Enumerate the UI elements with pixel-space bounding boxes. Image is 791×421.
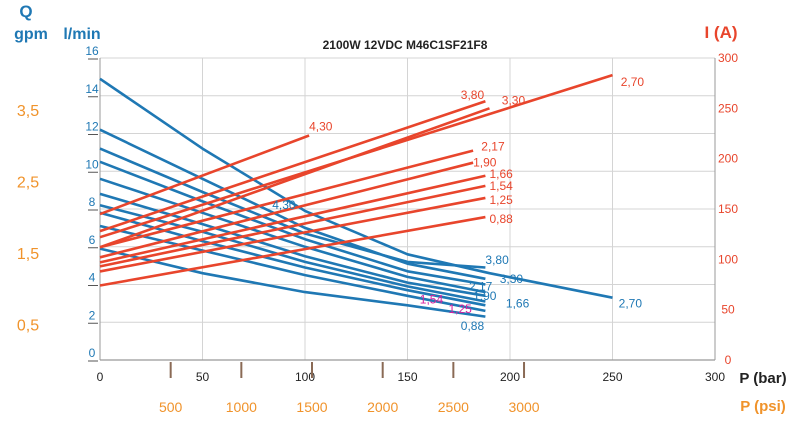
flow-line-1-25 [99, 224, 486, 313]
psi-tick-label: 1000 [226, 399, 257, 415]
flow-label-3-80: 3,80 [485, 253, 509, 267]
psi-tick-label: 2000 [367, 399, 398, 415]
x-axis-label-bar: P (bar) [739, 370, 786, 387]
flow-line-1-54 [99, 211, 486, 307]
current-line-3-30 [99, 107, 490, 249]
gpm-tick-label: 3,5 [17, 103, 39, 120]
current-tick-label: 0 [725, 353, 732, 367]
grid [99, 57, 716, 361]
current-line-1-54 [99, 184, 486, 268]
current-line-1-90 [99, 161, 474, 259]
chart-title: 2100W 12VDC M46C1SF21F8 [323, 38, 488, 52]
flow-label-1-25: 1,25 [449, 302, 473, 316]
flow-label-4-30: 4,30 [272, 198, 296, 212]
flow-label-1-54: 1,54 [420, 293, 444, 307]
flow-series-group [99, 77, 613, 318]
lmin-tick-label: 2 [89, 308, 96, 322]
series-labels: 2,703,303,804,302,171,901,661,541,250,88… [272, 75, 644, 333]
lmin-tick-label: 10 [85, 157, 99, 171]
bar-tick-label: 250 [602, 370, 622, 384]
flow-label-2-17: 2,17 [469, 279, 493, 293]
current-tick-label: 200 [718, 152, 738, 166]
current-tick-label: 50 [721, 303, 735, 317]
flow-line-2-70 [99, 77, 613, 299]
current-tick-label: 300 [718, 51, 738, 65]
current-label-1-66: 1,66 [490, 167, 514, 181]
lmin-tick-label: 12 [85, 120, 99, 134]
bar-tick-label: 200 [500, 370, 520, 384]
current-label-2-70: 2,70 [621, 75, 645, 89]
lmin-tick-label: 16 [85, 44, 99, 58]
bar-tick-label: 50 [196, 370, 210, 384]
left-axis-unit-gpm: gpm [14, 26, 48, 43]
current-tick-label: 250 [718, 101, 738, 115]
flow-label-3-30: 3,30 [500, 272, 524, 286]
current-line-4-30 [99, 134, 310, 216]
current-line-2-17 [99, 149, 474, 249]
flow-line-1-90 [99, 192, 486, 298]
left-axis-unit-lmin: l/min [63, 26, 100, 43]
lmin-tick-label: 4 [89, 271, 96, 285]
flow-label-1-66: 1,66 [506, 296, 530, 310]
current-label-1-54: 1,54 [490, 179, 514, 193]
current-label-3-30: 3,30 [502, 93, 526, 107]
psi-tick-label: 500 [159, 399, 183, 415]
bar-tick-label: 100 [295, 370, 315, 384]
flow-label-0-88: 0,88 [461, 319, 485, 333]
gpm-tick-label: 2,5 [17, 174, 39, 191]
flow-label-1-90: 1,90 [473, 289, 497, 303]
flow-label-2-70: 2,70 [619, 296, 643, 310]
flow-line-3-30 [99, 128, 486, 281]
bar-tick-label: 150 [397, 370, 417, 384]
current-line-3-80 [99, 100, 486, 233]
psi-tick-label: 2500 [438, 399, 469, 415]
lmin-tick-label: 8 [89, 195, 96, 209]
current-label-2-17: 2,17 [481, 140, 505, 154]
current-label-0-88: 0,88 [490, 212, 514, 226]
current-tick-label: 150 [718, 202, 738, 216]
current-line-1-66 [99, 174, 486, 264]
current-label-1-25: 1,25 [490, 193, 514, 207]
current-label-3-80: 3,80 [461, 88, 485, 102]
current-line-1-25 [99, 196, 486, 273]
left-axis-symbol: Q [19, 2, 32, 21]
psi-tick-label: 1500 [296, 399, 327, 415]
gpm-tick-label: 0,5 [17, 317, 39, 334]
lmin-tick-label: 0 [89, 346, 96, 360]
psi-tick-label: 3000 [508, 399, 539, 415]
right-axis-label: I (A) [704, 23, 737, 42]
flow-line-0-88 [99, 247, 486, 318]
flow-line-2-17 [99, 177, 486, 294]
gpm-tick-label: 1,5 [17, 246, 39, 263]
current-label-4-30: 4,30 [309, 119, 333, 133]
current-series-group [99, 73, 613, 287]
current-label-1-90: 1,90 [473, 156, 497, 170]
current-tick-label: 100 [718, 252, 738, 266]
bar-tick-label: 300 [705, 370, 725, 384]
axes: 0 2 4 6 8 10 12 14 16 0,5 1,5 2,5 3,5 0 50 100 150 200 250… [17, 44, 738, 415]
lmin-tick-label: 6 [89, 233, 96, 247]
current-line-0-88 [99, 215, 486, 287]
bar-tick-label: 0 [97, 370, 104, 384]
lmin-tick-label: 14 [85, 82, 99, 96]
x-axis-label-psi: P (psi) [740, 398, 786, 415]
